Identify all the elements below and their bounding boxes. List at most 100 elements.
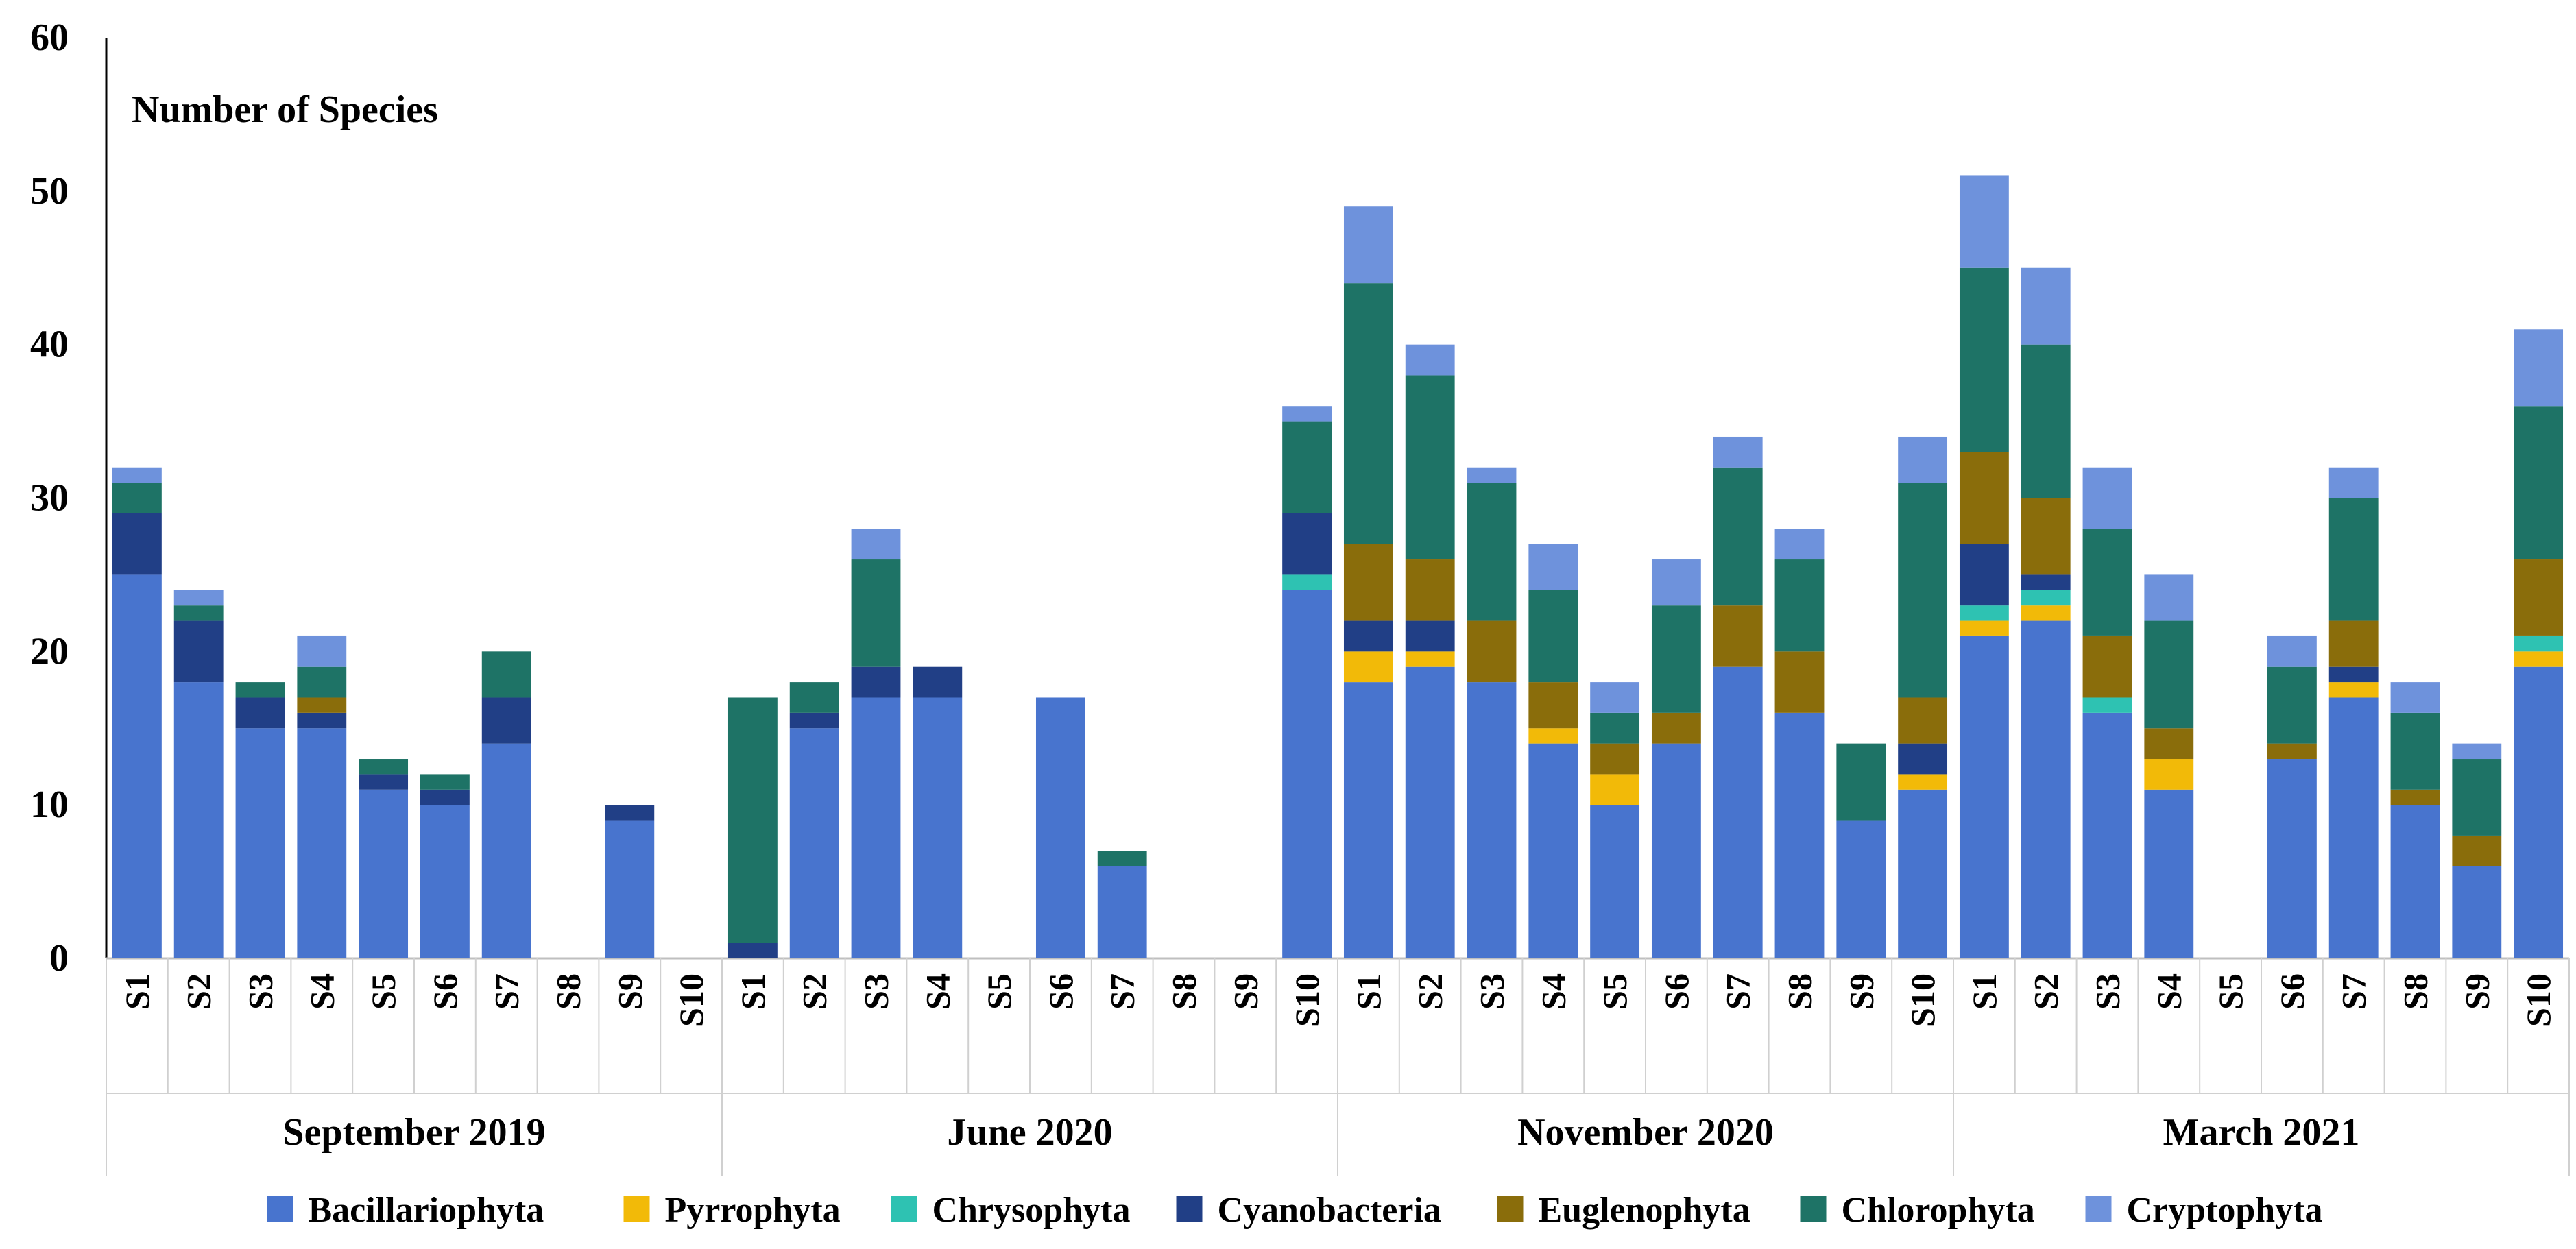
bar-segment-cyanobacteria <box>2021 574 2071 590</box>
bar-segment-chlorophyta <box>2082 529 2132 636</box>
bar-segment-cryptophyta <box>1774 529 1825 560</box>
bar-segment-chlorophyta <box>1836 743 1886 821</box>
legend-label: Cryptophyta <box>2127 1191 2323 1230</box>
site-tick-label: S5 <box>364 973 402 1010</box>
legend-item-cyanobacteria: Cyanobacteria <box>1176 1191 1441 1230</box>
legend-swatch <box>891 1196 917 1222</box>
site-tick-label: S2 <box>180 973 218 1010</box>
bar-segment-chlorophyta <box>1467 483 1517 621</box>
bar-segment-chlorophyta <box>1590 712 1640 744</box>
bar-segment-euglenophyta <box>1774 651 1825 713</box>
bar-segment-bacillariophyta <box>235 728 285 958</box>
bar-segment-pyrrophyta <box>1405 651 1455 667</box>
site-tick-label: S2 <box>2027 973 2065 1010</box>
legend-label: Pyrrophyta <box>665 1191 841 1230</box>
bar-segment-chlorophyta <box>173 605 224 621</box>
bar-segment-euglenophyta <box>1713 605 1763 667</box>
legend-swatch <box>267 1196 293 1222</box>
bar-segment-chrysophyta <box>2514 635 2564 652</box>
site-tick-label: S3 <box>2089 973 2127 1010</box>
site-tick-label: S10 <box>1903 973 1942 1027</box>
site-tick-label: S3 <box>1473 973 1511 1010</box>
bar-segment-bacillariophyta <box>789 728 839 958</box>
bar-segment-chlorophyta <box>2021 344 2071 498</box>
bar-segment-pyrrophyta <box>1343 651 1393 683</box>
bar-segment-euglenophyta <box>1898 697 1948 744</box>
bar-segment-cryptophyta <box>2144 574 2194 621</box>
bar-segment-bacillariophyta <box>2514 666 2564 958</box>
site-tick-label: S8 <box>1165 973 1203 1010</box>
bar-segment-cryptophyta <box>1343 206 1393 284</box>
bar-segment-cyanobacteria <box>1282 513 1332 575</box>
site-tick-label: S3 <box>857 973 895 1010</box>
bar-segment-cryptophyta <box>2390 682 2440 713</box>
bar-segment-chrysophyta <box>2082 697 2132 713</box>
bar-segment-pyrrophyta <box>2144 759 2194 790</box>
group-label: November 2020 <box>1517 1111 1774 1154</box>
bar-segment-bacillariophyta <box>1713 666 1763 958</box>
bar-segment-cryptophyta <box>1898 436 1948 483</box>
bar-segment-euglenophyta <box>2514 559 2564 636</box>
bar-segment-bacillariophyta <box>359 789 409 958</box>
bar-segment-bacillariophyta <box>1836 820 1886 958</box>
bar-segment-cryptophyta <box>2082 467 2132 529</box>
bar-segment-cryptophyta <box>1651 559 1701 606</box>
bar-segment-cyanobacteria <box>605 805 655 821</box>
bar-segment-chlorophyta <box>2390 712 2440 790</box>
bar-segment-cryptophyta <box>1959 175 2009 268</box>
bar-segment-cyanobacteria <box>1959 544 2009 606</box>
bar-segment-chlorophyta <box>727 697 778 943</box>
bar-segment-chlorophyta <box>2144 620 2194 729</box>
bar-segment-cryptophyta <box>297 635 347 667</box>
bar-segment-cyanobacteria <box>173 620 224 683</box>
site-tick-label: S2 <box>795 973 834 1010</box>
bar-segment-cryptophyta <box>851 529 901 560</box>
site-tick-label: S4 <box>302 973 341 1010</box>
bar-segment-chlorophyta <box>1959 267 2009 452</box>
bar-segment-euglenophyta <box>297 697 347 713</box>
site-tick-label: S5 <box>2211 973 2250 1010</box>
bar-segment-pyrrophyta <box>1528 728 1578 744</box>
bar-segment-bacillariophyta <box>297 728 347 958</box>
site-tick-label: S6 <box>1042 973 1080 1010</box>
bar-segment-chlorophyta <box>420 774 470 790</box>
bar-segment-bacillariophyta <box>1959 635 2009 958</box>
bar-segment-pyrrophyta <box>1898 774 1948 790</box>
bar-segment-chrysophyta <box>2021 590 2071 606</box>
site-tick-label: S8 <box>1781 973 1819 1010</box>
site-tick-label: S2 <box>1411 973 1449 1010</box>
bar-segment-cryptophyta <box>1467 467 1517 483</box>
bar-segment-euglenophyta <box>1959 452 2009 544</box>
legend-label: Chrysophyta <box>932 1191 1131 1230</box>
bar-segment-bacillariophyta <box>1774 712 1825 958</box>
bar-segment-chlorophyta <box>1651 605 1701 713</box>
bar-segment-chlorophyta <box>2452 759 2502 836</box>
bar-segment-cyanobacteria <box>727 943 778 958</box>
bar-segment-euglenophyta <box>2144 728 2194 760</box>
site-tick-label: S7 <box>1719 973 1757 1010</box>
bar-segment-cryptophyta <box>1528 544 1578 590</box>
site-tick-label: S9 <box>1226 973 1264 1010</box>
legend-item-bacillariophyta: Bacillariophyta <box>267 1191 544 1230</box>
y-tick-label: 20 <box>30 630 69 672</box>
bar-segment-bacillariophyta <box>112 574 162 958</box>
bar-segment-bacillariophyta <box>1282 590 1332 958</box>
legend-label: Chlorophyta <box>1842 1191 2035 1230</box>
bar-segment-euglenophyta <box>1528 682 1578 729</box>
bar-segment-cyanobacteria <box>1405 620 1455 652</box>
legend-swatch <box>1497 1196 1524 1222</box>
bar-segment-chlorophyta <box>359 759 409 775</box>
bar-segment-bacillariophyta <box>2144 789 2194 958</box>
bar-segment-chlorophyta <box>789 682 839 713</box>
bar-segment-bacillariophyta <box>1590 805 1640 958</box>
bar-segment-chlorophyta <box>1713 467 1763 606</box>
bar-segment-cryptophyta <box>1713 436 1763 468</box>
bar-segment-cyanobacteria <box>297 712 347 729</box>
site-tick-label: S1 <box>1349 973 1388 1010</box>
bar-segment-bacillariophyta <box>2082 712 2132 958</box>
bar-segment-pyrrophyta <box>1959 620 2009 636</box>
bar-segment-chlorophyta <box>2514 406 2564 560</box>
bar-segment-chlorophyta <box>1405 375 1455 560</box>
bar-segment-euglenophyta <box>2328 620 2379 667</box>
bar-segment-bacillariophyta <box>2452 866 2502 958</box>
